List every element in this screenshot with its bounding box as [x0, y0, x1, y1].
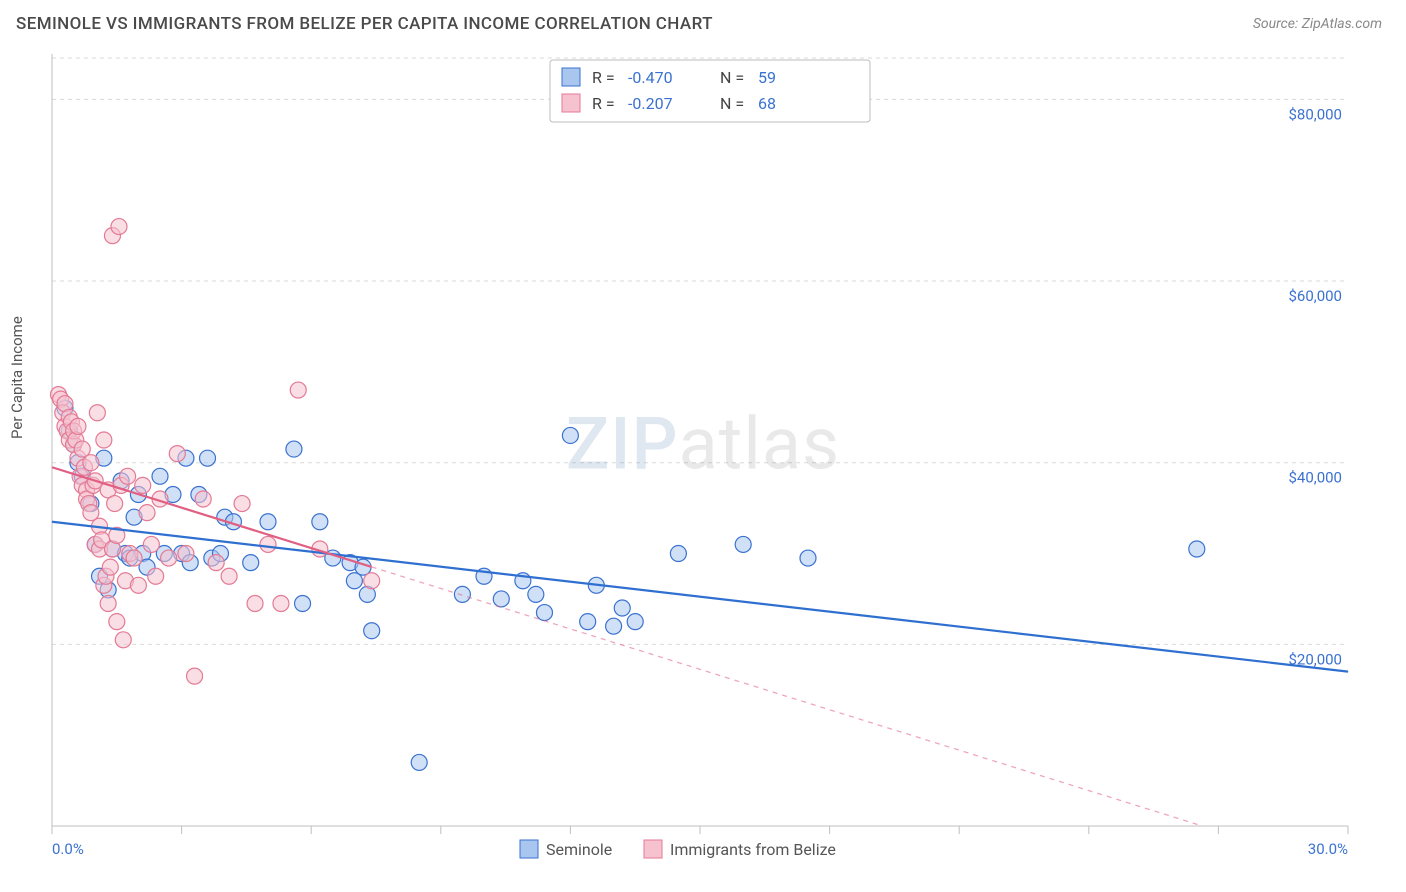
scatter-point — [260, 536, 276, 552]
scatter-point — [627, 614, 643, 630]
scatter-point — [139, 505, 155, 521]
scatter-point — [536, 605, 552, 621]
scatter-point — [364, 623, 380, 639]
svg-text:-0.207: -0.207 — [628, 94, 673, 113]
scatter-point — [580, 614, 596, 630]
svg-text:-0.470: -0.470 — [628, 68, 673, 87]
scatter-point — [130, 577, 146, 593]
scatter-point — [670, 546, 686, 562]
scatter-point — [178, 546, 194, 562]
svg-text:N =: N = — [720, 94, 744, 113]
svg-text:$60,000: $60,000 — [1288, 287, 1342, 305]
svg-text:30.0%: 30.0% — [1308, 840, 1348, 858]
scatter-point — [273, 595, 289, 611]
legend-swatch — [562, 94, 580, 112]
scatter-point — [187, 668, 203, 684]
svg-text:$40,000: $40,000 — [1288, 469, 1342, 487]
scatter-point — [493, 591, 509, 607]
scatter-point — [195, 491, 211, 507]
scatter-point — [100, 595, 116, 611]
scatter-point — [234, 496, 250, 512]
scatter-point — [109, 614, 125, 630]
scatter-point — [208, 555, 224, 571]
svg-text:0.0%: 0.0% — [52, 840, 84, 858]
legend-swatch — [520, 840, 538, 858]
scatter-point — [260, 514, 276, 530]
scatter-point — [107, 496, 123, 512]
svg-text:R =: R = — [592, 94, 615, 113]
scatter-point — [454, 586, 470, 602]
scatter-point — [286, 441, 302, 457]
legend-label: Seminole — [546, 840, 612, 859]
scatter-point — [120, 468, 136, 484]
scatter-point — [800, 550, 816, 566]
svg-text:68: 68 — [758, 94, 776, 113]
scatter-point — [200, 450, 216, 466]
scatter-point — [735, 536, 751, 552]
scatter-point — [143, 536, 159, 552]
scatter-point — [562, 427, 578, 443]
svg-text:N =: N = — [720, 68, 744, 87]
scatter-point — [221, 568, 237, 584]
legend-swatch — [562, 68, 580, 86]
source-attribution: Source: ZipAtlas.com — [1253, 16, 1382, 32]
scatter-point — [1189, 541, 1205, 557]
scatter-point — [135, 477, 151, 493]
svg-text:59: 59 — [758, 68, 776, 87]
scatter-point — [102, 559, 118, 575]
legend-swatch — [644, 840, 662, 858]
scatter-point — [111, 219, 127, 235]
scatter-point — [161, 550, 177, 566]
correlation-scatter-chart: $20,000$40,000$60,000$80,0000.0%30.0%R =… — [16, 46, 1368, 866]
scatter-point — [152, 468, 168, 484]
trend-line-solid — [52, 522, 1348, 672]
scatter-point — [411, 754, 427, 770]
scatter-point — [295, 595, 311, 611]
scatter-point — [528, 586, 544, 602]
scatter-point — [96, 432, 112, 448]
legend-label: Immigrants from Belize — [670, 840, 836, 859]
scatter-point — [364, 573, 380, 589]
scatter-point — [606, 618, 622, 634]
scatter-point — [243, 555, 259, 571]
scatter-point — [312, 514, 328, 530]
scatter-point — [169, 446, 185, 462]
scatter-point — [89, 405, 105, 421]
scatter-point — [247, 595, 263, 611]
scatter-point — [83, 455, 99, 471]
scatter-point — [614, 600, 630, 616]
scatter-point — [126, 550, 142, 566]
scatter-point — [115, 632, 131, 648]
scatter-point — [290, 382, 306, 398]
svg-text:R =: R = — [592, 68, 615, 87]
scatter-point — [148, 568, 164, 584]
scatter-point — [70, 418, 86, 434]
y-axis-label: Per Capita Income — [8, 316, 26, 439]
chart-title: SEMINOLE VS IMMIGRANTS FROM BELIZE PER C… — [16, 14, 713, 34]
svg-text:$80,000: $80,000 — [1288, 105, 1342, 123]
